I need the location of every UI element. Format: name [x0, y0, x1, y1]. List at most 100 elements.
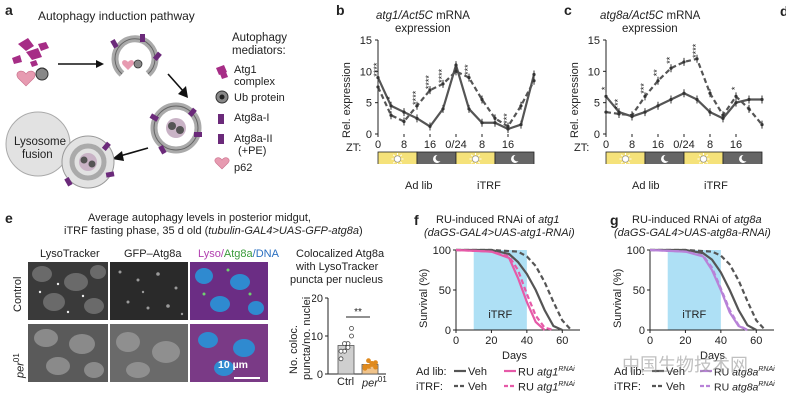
panel-g-xtick-label: 40: [715, 335, 727, 347]
panel-f-legend-ru-1: RU atg1RNAi: [518, 366, 575, 379]
panel-f-chart: iTRF 0 50 100 0 20 40 60: [433, 245, 580, 347]
panel-g-legend-ru-1-sup: RNAi: [758, 366, 775, 373]
quant-cat-per-sup: 01: [377, 375, 387, 384]
panel-f-ylabel: Survival (%): [418, 268, 430, 328]
panel-f-legend-ru-2-text: RU: [518, 381, 537, 394]
panel-c-point: [721, 113, 725, 117]
panel-b-xtick-label: 0: [375, 139, 381, 151]
panel-b-point: [467, 107, 471, 111]
autolysosome-icon: [61, 135, 115, 189]
legend-atg8a-ii-line2: (+PE): [238, 145, 267, 157]
panel-e-significance: **: [354, 307, 362, 318]
panel-f-ytick-label: 100: [433, 245, 451, 257]
panel-g-chart: iTRF 0 50 100 0 20 40 60: [627, 245, 774, 347]
panel-b-point: [454, 69, 458, 73]
legend-atg1-line1: Atg1: [234, 64, 257, 76]
panel-c-legend-adlib: Ad lib: [632, 180, 660, 192]
panel-c-point: [656, 79, 660, 83]
panel-b-xtick-label: 8: [401, 139, 407, 151]
panel-c-significance: ****: [691, 43, 701, 58]
panel-c-significance: **: [652, 69, 662, 77]
panel-b-moon-icon: [511, 154, 519, 163]
panel-f-xlabel: Days: [502, 350, 528, 362]
panel-b-ytick-label: 10: [360, 66, 372, 78]
panel-c-xtick-label: 8: [707, 139, 713, 151]
panel-b-xtick-label: 16: [502, 139, 514, 151]
panel-g-legend-ru-2-text: RU: [714, 381, 733, 394]
panel-b-title: atg1/Act5C mRNA: [376, 10, 470, 23]
panel-e-point: [369, 360, 375, 366]
panel-c-legend-itrf: iTRF: [704, 180, 728, 192]
panel-g-xlabel: Days: [700, 350, 726, 362]
panel-c-significance: **: [665, 56, 675, 64]
panel-b-ytick-label: 0: [366, 129, 372, 141]
panel-b-sun-ray: [470, 154, 474, 157]
panel-f-xtick-label: 60: [556, 335, 568, 347]
panel-g-ytick-label: 0: [639, 325, 645, 337]
panel-c-xtick-label: 0: [603, 139, 609, 151]
panel-b-sun-ray: [477, 161, 481, 164]
panel-g-ylabel: Survival (%): [612, 268, 624, 328]
lysosome-label-2: fusion: [22, 149, 53, 161]
panel-g-legend-ru-1-text: RU: [714, 366, 733, 379]
atg1-complex-cluster-icon: [12, 38, 49, 67]
panel-e-ytick-label: 10: [312, 331, 323, 343]
panel-f-letter: f: [414, 212, 419, 228]
panel-b-point: [493, 121, 497, 125]
panel-g-letter: g: [610, 212, 619, 228]
legend-header-2: mediators:: [232, 45, 286, 57]
panel-c-sun-icon: [621, 155, 629, 163]
panel-b-point: [389, 104, 393, 108]
legend-atg8a-ii-line1: Atg8a-II: [234, 133, 273, 145]
panel-b-point: [467, 76, 471, 80]
panel-f-title-2: (daGS-GAL4>UAS-atg1-RNAi): [424, 227, 575, 239]
panel-f-ytick-label: 50: [439, 285, 451, 297]
row-label-per-sup: 01: [12, 353, 21, 363]
panel-c-title-gene: atg8a/Act5C: [600, 10, 664, 22]
panel-b-point: [493, 116, 497, 120]
panel-c-sun-ray: [620, 161, 624, 164]
panel-c-point: [669, 66, 673, 70]
panel-e-ytick-label: 0: [317, 369, 323, 381]
panel-f-xtick-label: 0: [453, 335, 459, 347]
panel-g-itrf-window: [667, 250, 721, 330]
panel-b-significance: ***: [502, 113, 512, 124]
panel-g-legend-ru-1-gene: atg8a: [732, 366, 759, 379]
quant-title-2: with LysoTracker: [296, 261, 379, 273]
panel-b-sun-ray: [392, 161, 396, 164]
panel-g-title-2: (daGS-GAL4>UAS-atg8a-RNAi): [614, 227, 771, 239]
panel-c-point: [734, 94, 738, 98]
panel-e-point: [349, 333, 354, 339]
panel-e-letter: e: [5, 210, 13, 226]
legend-ub-protein: Ub protein: [234, 92, 285, 104]
panel-f-itrf-box-label: iTRF: [488, 309, 512, 321]
panel-f-legend-veh-2: Veh: [468, 381, 487, 393]
col-label-gfp-atg8a: GFP–Atg8a: [124, 248, 182, 260]
panel-b-xtick-label: 16: [424, 139, 436, 151]
panel-e-title-2-start: iTRF fasting phase, 35 d old (: [64, 225, 209, 237]
panel-c-ytick-label: 5: [594, 98, 600, 110]
panel-g-title-1-text: RU-induced RNAi of: [632, 214, 735, 226]
panel-f-legend-veh-1: Veh: [468, 366, 487, 378]
panel-f-xtick-label: 40: [521, 335, 533, 347]
panel-g-survival-curve: [649, 248, 748, 331]
panel-c-point: [656, 104, 660, 108]
panel-c-point: [708, 110, 712, 114]
panel-f-ytick-label: 0: [445, 325, 451, 337]
panel-c-point: [682, 60, 686, 64]
panel-c-ytick-label: 15: [588, 35, 600, 47]
panel-b-point: [480, 97, 484, 102]
panel-b-sun-ray: [477, 154, 481, 157]
panel-c-point: [734, 101, 738, 105]
panel-c-sun-ray: [705, 154, 709, 157]
panel-b-significance: ****: [411, 90, 421, 105]
row-label-per-text: per: [14, 362, 27, 378]
panel-c-ytick-label: 0: [594, 129, 600, 141]
panel-f-legend-ru-2-gene: atg1: [536, 381, 559, 394]
quant-cat-ctrl: Ctrl: [337, 376, 355, 388]
panel-a-letter: a: [5, 2, 13, 18]
panel-c-significance: *: [730, 86, 740, 90]
panel-c-xtick-label: 8: [629, 139, 635, 151]
